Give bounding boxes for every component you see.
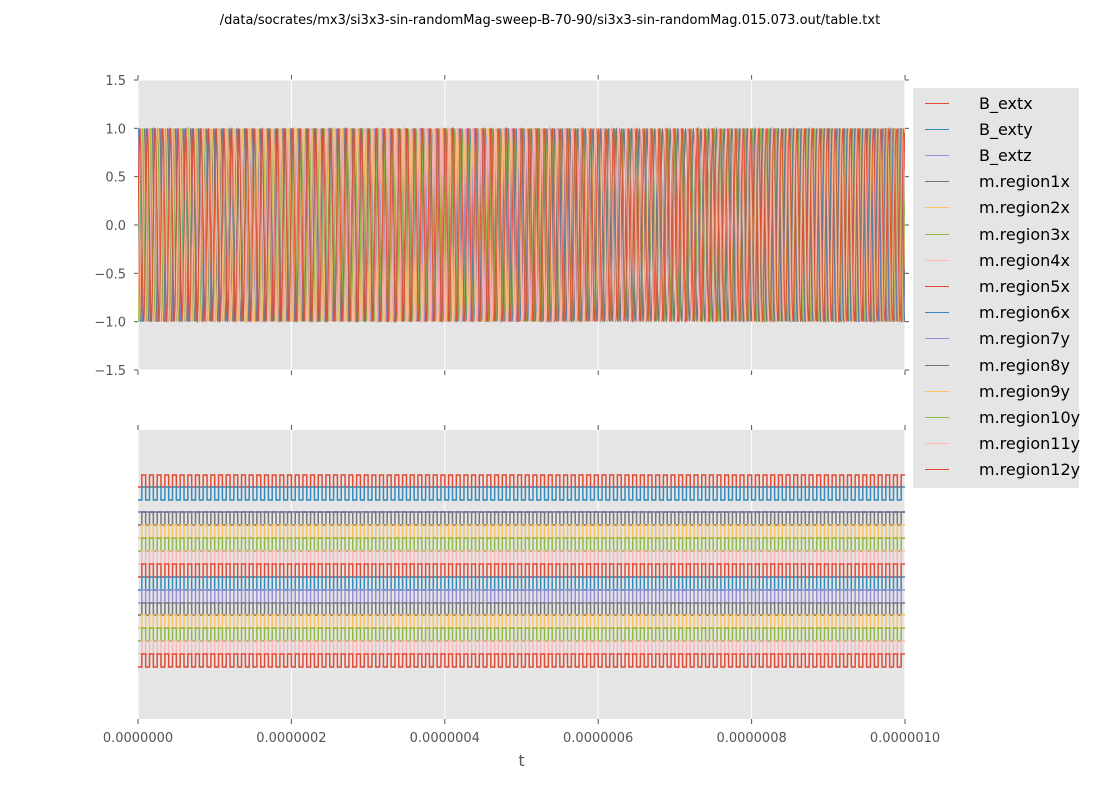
bottom-x-tick-label: 0.0000004 xyxy=(410,731,480,746)
legend-swatch xyxy=(925,154,949,156)
top-series-line-m.region12y xyxy=(138,126,905,324)
legend-entry: m.region11y xyxy=(913,431,1080,457)
legend-entry: m.region9y xyxy=(913,378,1070,404)
legend-swatch xyxy=(925,338,949,340)
legend-label: m.region7y xyxy=(979,329,1070,349)
top-y-tick-label: 0.5 xyxy=(105,171,126,186)
legend-label: m.region4x xyxy=(979,250,1070,270)
bottom-x-tick-label: 0.0000008 xyxy=(716,731,786,746)
bottom-series-line-m.region6x xyxy=(138,576,905,591)
legend-entry: m.region3x xyxy=(913,221,1070,247)
legend-entry: m.region1x xyxy=(913,169,1070,195)
legend-label: m.region1x xyxy=(979,172,1070,192)
bottom-series-line-m.region5x xyxy=(138,563,905,578)
bottom-series-line-m.region1x xyxy=(138,511,905,526)
legend-entry: m.region10y xyxy=(913,404,1080,430)
legend-label: m.region8y xyxy=(979,355,1070,375)
top-y-tick-label: −1.5 xyxy=(94,364,126,379)
legend-entry: m.region12y xyxy=(913,457,1080,483)
legend-label: B_extx xyxy=(979,93,1033,113)
legend-entry: B_extz xyxy=(913,142,1032,168)
bottom-series-line-m.region4x xyxy=(138,550,905,565)
legend-label: m.region2x xyxy=(979,198,1070,218)
legend-swatch xyxy=(925,469,949,471)
legend-entry: m.region7y xyxy=(913,326,1070,352)
bottom-series-line-m.region12y xyxy=(138,653,905,668)
legend-entry: B_exty xyxy=(913,116,1033,142)
bottom-series-line-m.region9y xyxy=(138,614,905,629)
legend-swatch xyxy=(925,364,949,366)
bottom-series-line-m.region11y xyxy=(138,640,905,655)
legend-label: B_extz xyxy=(979,145,1032,165)
legend-label: m.region5x xyxy=(979,276,1070,296)
legend: B_extx B_exty B_extz m.region1x m.region2x m.… xyxy=(913,88,1080,488)
legend-entry: m.region5x xyxy=(913,273,1070,299)
bottom-series-line-m.region2x xyxy=(138,524,905,539)
bottom-x-tick-label: 0.0000000 xyxy=(103,731,173,746)
top-y-tick-label: 1.5 xyxy=(105,74,126,89)
top-y-tick-label: 1.0 xyxy=(105,122,126,137)
legend-swatch xyxy=(925,416,949,418)
bottom-series-line-m.region7y xyxy=(138,589,905,604)
legend-swatch xyxy=(925,259,949,261)
top-series-group xyxy=(138,126,905,324)
legend-swatch xyxy=(925,128,949,130)
legend-label: B_exty xyxy=(979,119,1033,139)
legend-label: m.region3x xyxy=(979,224,1070,244)
legend-label: m.region11y xyxy=(979,434,1081,454)
x-axis-label: t xyxy=(518,751,524,770)
legend-swatch xyxy=(925,390,949,392)
legend-swatch xyxy=(925,285,949,287)
legend-swatch xyxy=(925,233,949,235)
legend-label: m.region10y xyxy=(979,407,1081,427)
bottom-series-line-B_extx xyxy=(138,474,905,488)
legend-entry: m.region2x xyxy=(913,195,1070,221)
top-y-tick-label: −0.5 xyxy=(94,267,126,282)
legend-swatch xyxy=(925,207,949,209)
legend-swatch xyxy=(925,102,949,104)
bottom-series-line-m.region3x xyxy=(138,537,905,552)
legend-entry: m.region6x xyxy=(913,300,1070,326)
bottom-x-tick-label: 0.0000002 xyxy=(256,731,326,746)
legend-label: m.region12y xyxy=(979,460,1081,480)
legend-entry: m.region4x xyxy=(913,247,1070,273)
legend-swatch xyxy=(925,181,949,183)
bottom-series-line-B_exty xyxy=(138,486,905,501)
legend-swatch xyxy=(925,312,949,314)
legend-entry: B_extx xyxy=(913,90,1033,116)
top-y-tick-label: −1.0 xyxy=(94,316,126,331)
bottom-x-tick-label: 0.0000010 xyxy=(870,731,940,746)
bottom-series-line-m.region8y xyxy=(138,602,905,616)
legend-label: m.region6x xyxy=(979,303,1070,323)
figure-title: /data/socrates/mx3/si3x3-sin-randomMag-s… xyxy=(219,13,881,28)
bottom-series-line-m.region10y xyxy=(138,627,905,642)
bottom-x-tick-label: 0.0000006 xyxy=(563,731,633,746)
legend-swatch xyxy=(925,443,949,445)
legend-entry: m.region8y xyxy=(913,352,1070,378)
legend-label: m.region9y xyxy=(979,381,1070,401)
top-y-tick-label: 0.0 xyxy=(105,219,126,234)
